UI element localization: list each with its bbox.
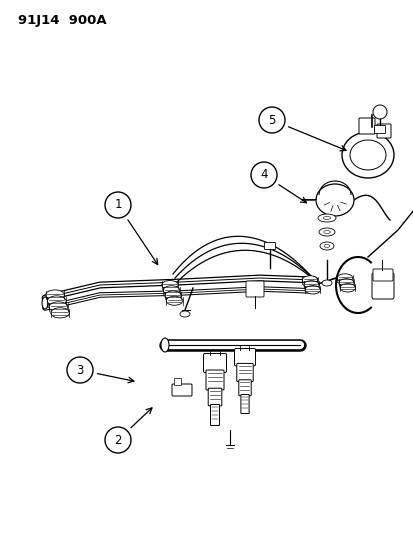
- Ellipse shape: [304, 286, 320, 294]
- Ellipse shape: [164, 291, 181, 300]
- FancyBboxPatch shape: [210, 405, 219, 425]
- Ellipse shape: [323, 245, 329, 247]
- Text: 5: 5: [268, 114, 275, 126]
- Ellipse shape: [318, 228, 334, 236]
- Ellipse shape: [51, 308, 69, 318]
- Circle shape: [372, 105, 386, 119]
- Ellipse shape: [47, 296, 66, 306]
- FancyBboxPatch shape: [206, 370, 223, 390]
- Text: 2: 2: [114, 433, 121, 447]
- Ellipse shape: [317, 214, 335, 222]
- FancyBboxPatch shape: [174, 378, 181, 385]
- FancyBboxPatch shape: [234, 349, 255, 366]
- FancyBboxPatch shape: [236, 364, 253, 382]
- Ellipse shape: [180, 311, 190, 317]
- Ellipse shape: [321, 280, 331, 286]
- Ellipse shape: [341, 132, 393, 178]
- Text: 1: 1: [114, 198, 121, 212]
- Ellipse shape: [339, 284, 355, 292]
- FancyBboxPatch shape: [245, 281, 263, 297]
- FancyBboxPatch shape: [203, 353, 226, 373]
- FancyBboxPatch shape: [240, 394, 249, 414]
- Ellipse shape: [161, 280, 178, 289]
- FancyBboxPatch shape: [238, 380, 251, 396]
- Text: 91J14  900A: 91J14 900A: [18, 14, 107, 27]
- FancyBboxPatch shape: [208, 388, 221, 406]
- Ellipse shape: [49, 302, 68, 312]
- FancyBboxPatch shape: [171, 384, 192, 396]
- FancyBboxPatch shape: [376, 124, 390, 138]
- FancyBboxPatch shape: [374, 125, 385, 133]
- FancyBboxPatch shape: [358, 118, 374, 134]
- Ellipse shape: [338, 279, 353, 287]
- Ellipse shape: [323, 216, 330, 220]
- Ellipse shape: [42, 297, 48, 309]
- Ellipse shape: [45, 290, 64, 300]
- Ellipse shape: [303, 281, 318, 289]
- Ellipse shape: [319, 242, 333, 250]
- FancyBboxPatch shape: [264, 243, 275, 249]
- Ellipse shape: [337, 274, 352, 282]
- Ellipse shape: [301, 276, 317, 284]
- Text: 4: 4: [260, 168, 267, 182]
- Ellipse shape: [323, 230, 330, 233]
- FancyBboxPatch shape: [372, 269, 392, 281]
- FancyBboxPatch shape: [371, 273, 393, 299]
- Ellipse shape: [315, 184, 353, 216]
- Ellipse shape: [161, 338, 169, 352]
- Ellipse shape: [166, 296, 182, 305]
- Ellipse shape: [311, 280, 317, 292]
- Ellipse shape: [349, 140, 385, 170]
- Ellipse shape: [163, 286, 179, 295]
- Text: 3: 3: [76, 364, 83, 376]
